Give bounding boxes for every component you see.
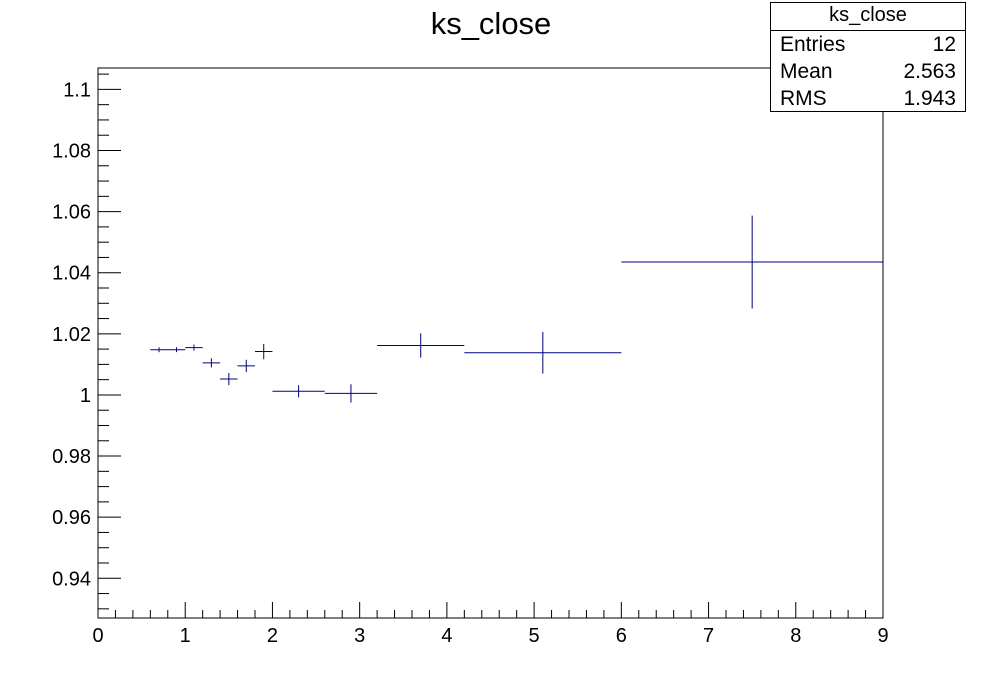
stats-label: RMS xyxy=(780,87,827,110)
stats-value: 1.943 xyxy=(903,87,956,110)
y-tick-label: 1.08 xyxy=(52,141,91,163)
y-tick-label: 1.1 xyxy=(63,79,91,101)
stats-label: Mean xyxy=(780,60,833,83)
x-tick-label: 4 xyxy=(441,625,452,647)
y-tick-label: 0.96 xyxy=(52,507,91,529)
stats-label: Entries xyxy=(780,33,846,56)
x-tick-label: 2 xyxy=(267,625,278,647)
y-tick-label: 0.98 xyxy=(52,446,91,468)
y-tick-label: 1.04 xyxy=(52,263,91,285)
stats-title: ks_close xyxy=(771,3,965,31)
data-point xyxy=(324,384,378,403)
y-axis: 0.94 0.96 0.98 1 1.02 1.04 1.06 1.08 1.1 xyxy=(52,73,121,610)
x-tick-label: 0 xyxy=(92,625,103,647)
data-point xyxy=(272,385,325,398)
data-point xyxy=(255,343,273,360)
data-point xyxy=(150,347,168,353)
x-tick-label: 5 xyxy=(529,625,540,647)
data-point xyxy=(220,372,238,386)
data-point xyxy=(167,347,186,353)
chart-title: ks_close xyxy=(431,6,552,41)
y-tick-label: 1.02 xyxy=(52,324,91,346)
data-point xyxy=(185,344,203,351)
data-point xyxy=(237,359,255,373)
data-series xyxy=(150,215,883,403)
x-tick-label: 8 xyxy=(790,625,801,647)
data-point xyxy=(202,358,221,368)
x-tick-label: 7 xyxy=(703,625,714,647)
data-point xyxy=(621,215,883,309)
y-tick-label: 1 xyxy=(80,385,91,407)
x-tick-label: 6 xyxy=(616,625,627,647)
x-tick-label: 1 xyxy=(180,625,191,647)
stats-box: ks_close Entries 12 Mean 2.563 RMS 1.943 xyxy=(770,2,966,112)
stats-value: 2.563 xyxy=(903,60,956,83)
x-tick-label: 9 xyxy=(877,625,888,647)
y-tick-label: 1.06 xyxy=(52,202,91,224)
stats-row-entries: Entries 12 xyxy=(771,31,965,58)
stats-row-rms: RMS 1.943 xyxy=(771,85,965,112)
plot-frame xyxy=(97,67,884,619)
x-axis: 0 1 2 3 4 5 6 7 8 9 xyxy=(92,602,889,647)
data-point xyxy=(377,333,465,358)
x-tick-label: 3 xyxy=(354,625,365,647)
y-tick-label: 0.94 xyxy=(52,568,91,590)
data-point xyxy=(464,332,622,374)
stats-row-mean: Mean 2.563 xyxy=(771,58,965,85)
stats-value: 12 xyxy=(932,33,956,56)
